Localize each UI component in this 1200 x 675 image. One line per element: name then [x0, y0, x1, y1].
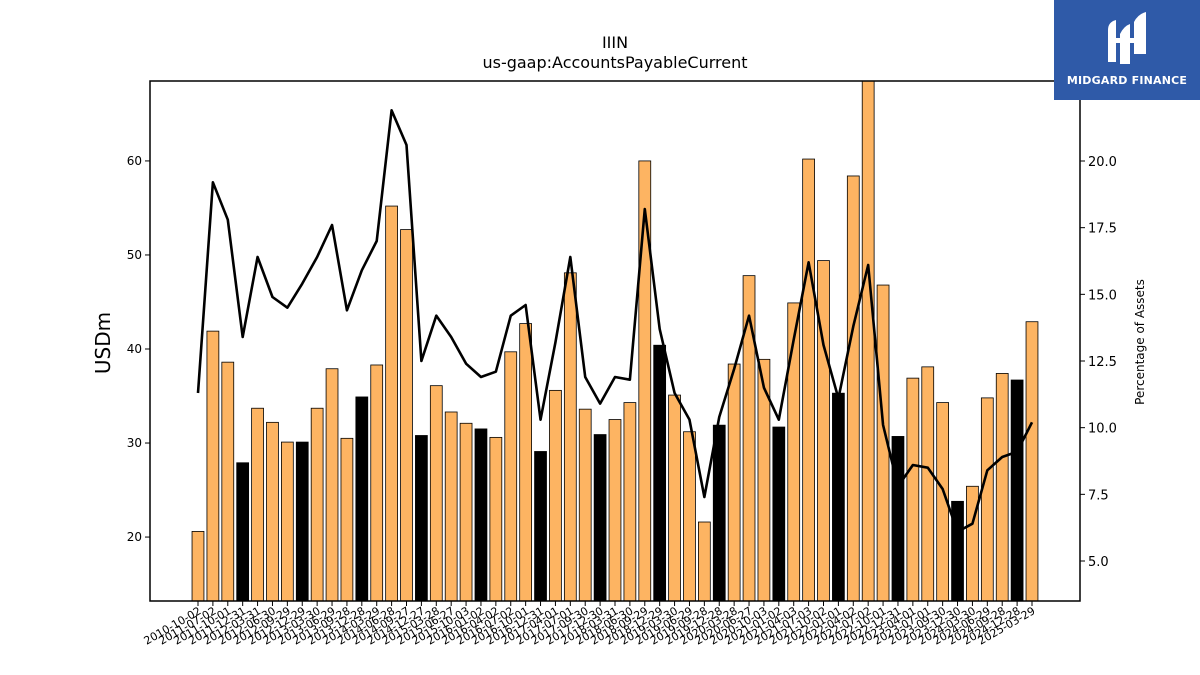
- bar: [355, 396, 369, 602]
- bar: [668, 394, 681, 602]
- bar: [1025, 321, 1039, 602]
- bar: [489, 436, 503, 602]
- y2-tick-label: 12.5: [1088, 355, 1117, 370]
- bar: [236, 462, 250, 602]
- bar: [400, 229, 413, 602]
- logo-text: MIDGARD FINANCE: [1066, 74, 1188, 87]
- bar: [444, 411, 458, 602]
- bar: [683, 431, 696, 602]
- bars-group: [191, 80, 1039, 602]
- percentage-line-group: [196, 109, 1034, 533]
- plot-frame: [149, 80, 1081, 602]
- bar: [206, 330, 220, 602]
- bar: [817, 260, 830, 602]
- bar: [802, 158, 815, 602]
- secondary-y-axis-label: Percentage of Assets: [1133, 279, 1147, 405]
- bar: [266, 421, 279, 602]
- axes-group: 20304050605.07.510.012.515.017.520.02010…: [127, 154, 1117, 648]
- y-tick-label: 60: [127, 154, 142, 168]
- y-tick-label: 20: [127, 530, 142, 544]
- bar: [921, 366, 935, 602]
- midgard-finance-logo: MIDGARD FINANCE: [1054, 0, 1200, 100]
- bar: [385, 205, 398, 602]
- bar: [832, 392, 845, 602]
- bar: [519, 323, 533, 602]
- bar: [310, 407, 324, 602]
- bar: [251, 407, 264, 602]
- bar: [638, 160, 652, 602]
- bar: [980, 397, 994, 602]
- y2-tick-label: 5.0: [1088, 555, 1109, 570]
- midgard-logo-icon: [1108, 12, 1146, 64]
- y2-tick-label: 17.5: [1088, 222, 1117, 237]
- bar: [474, 428, 488, 602]
- bar: [966, 485, 979, 602]
- bar: [906, 377, 920, 602]
- bar: [549, 389, 562, 602]
- bar: [429, 385, 443, 602]
- y-tick-label: 40: [127, 342, 142, 356]
- bar: [459, 422, 473, 602]
- bar: [504, 351, 518, 602]
- bar: [593, 434, 607, 602]
- y-axis-label: USDm: [91, 312, 115, 374]
- chart-subtitle: us-gaap:AccountsPayableCurrent: [482, 53, 747, 72]
- bar: [578, 408, 592, 602]
- bar: [415, 435, 428, 602]
- bar: [653, 344, 667, 602]
- bar: [325, 368, 339, 602]
- bar: [191, 531, 205, 602]
- bar: [608, 419, 622, 602]
- bar: [712, 424, 726, 602]
- bar: [861, 80, 875, 602]
- y2-tick-label: 10.0: [1088, 422, 1117, 437]
- bar: [280, 441, 294, 602]
- bar: [370, 364, 384, 602]
- bar: [623, 402, 637, 602]
- bar: [846, 175, 860, 602]
- bar: [787, 302, 801, 602]
- bar: [772, 426, 786, 602]
- bar: [563, 272, 577, 602]
- bar: [340, 437, 354, 602]
- chart-title: IIIN: [602, 33, 628, 52]
- bar: [995, 373, 1009, 602]
- bar: [891, 436, 905, 602]
- y2-tick-label: 20.0: [1088, 155, 1117, 170]
- bar: [727, 363, 741, 602]
- bar: [295, 441, 309, 602]
- y2-tick-label: 7.5: [1088, 488, 1109, 503]
- y-tick-label: 50: [127, 248, 142, 262]
- y-tick-label: 30: [127, 436, 142, 450]
- percentage-of-assets-line: [196, 109, 1034, 533]
- y2-tick-label: 15.0: [1088, 288, 1117, 303]
- bar: [534, 451, 547, 602]
- bar: [698, 521, 711, 602]
- bar: [742, 275, 756, 602]
- bar: [221, 361, 235, 602]
- bar: [1010, 379, 1024, 602]
